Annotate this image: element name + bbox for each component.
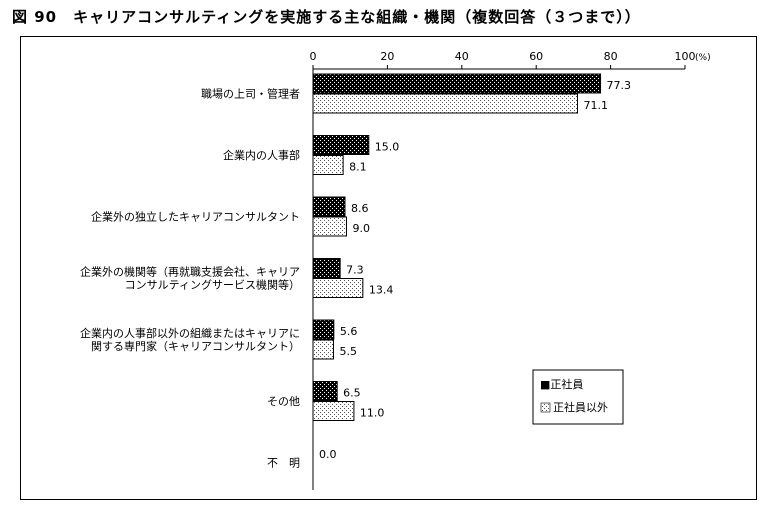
- bar-series-0: [312, 73, 602, 94]
- x-tick-label: 60: [529, 50, 543, 63]
- bar-series-0: [312, 258, 341, 278]
- category-label: その他: [267, 395, 300, 408]
- x-tick-label: 80: [604, 50, 618, 63]
- bar-series-1: [312, 401, 355, 421]
- data-label: 0.0: [319, 448, 337, 461]
- legend-box: [532, 369, 624, 425]
- data-label: 71.1: [583, 99, 608, 112]
- bar-series-1: [312, 155, 344, 175]
- chart-frame: [20, 36, 757, 500]
- data-label: 5.5: [339, 345, 357, 358]
- category-label: 企業外の機関等（再就職支援会社、キャリアコンサルティングサービス機関等）: [80, 265, 300, 292]
- category-label-line: 企業内の人事部: [223, 148, 300, 162]
- bar-series-0: [312, 319, 335, 340]
- x-tick-label: 40: [455, 50, 469, 63]
- x-tick-label: 20: [380, 50, 394, 63]
- legend-entry-label: ■正社員: [540, 377, 583, 391]
- category-label-line: 不 明: [267, 457, 300, 470]
- x-unit-label: (%): [695, 53, 711, 63]
- data-label: 13.4: [369, 284, 394, 297]
- data-label: 7.3: [346, 264, 364, 277]
- data-label: 8.6: [351, 202, 369, 215]
- category-label-line: コンサルティングサービス機関等）: [125, 278, 300, 292]
- bar-series-0: [312, 196, 346, 217]
- category-label-line: 企業外の機関等（再就職支援会社、キャリア: [80, 265, 300, 279]
- legend-entry-label: 正社員以外: [553, 400, 608, 414]
- bar-series-1: [312, 93, 578, 114]
- category-label-line: その他: [267, 395, 300, 408]
- data-label: 6.5: [343, 387, 361, 400]
- category-label: 企業内の人事部以外の組織またはキャリアに関する専門家（キャリアコンサルタント）: [80, 326, 300, 353]
- category-label: 企業内の人事部: [223, 148, 300, 162]
- bar-series-1: [312, 278, 364, 298]
- category-label: 企業外の独立したキャリアコンサルタント: [91, 210, 300, 224]
- x-tick-label: 0: [310, 50, 317, 63]
- category-label-line: 職場の上司・管理者: [201, 87, 300, 101]
- bar-series-1: [312, 216, 347, 237]
- category-label: 職場の上司・管理者: [201, 87, 300, 101]
- bar-series-0: [312, 135, 370, 155]
- data-label: 77.3: [607, 79, 632, 92]
- data-label: 11.0: [360, 407, 385, 420]
- bar-series-0: [312, 381, 338, 401]
- data-label: 5.6: [340, 325, 358, 338]
- category-label-line: 関する専門家（キャリアコンサルタント）: [91, 339, 300, 353]
- bar-series-1: [312, 339, 334, 360]
- x-tick-label: 100: [675, 50, 696, 63]
- data-label: 9.0: [352, 222, 370, 235]
- data-label: 8.1: [349, 161, 367, 174]
- legend-swatch-1: [540, 402, 551, 413]
- category-label-line: 企業外の独立したキャリアコンサルタント: [91, 210, 300, 224]
- category-label-line: 企業内の人事部以外の組織またはキャリアに: [80, 326, 300, 340]
- data-label: 15.0: [375, 141, 400, 154]
- category-label: 不 明: [267, 457, 300, 470]
- figure-title: 図 90 キャリアコンサルティングを実施する主な組織・機関（複数回答（３つまで）…: [12, 8, 641, 26]
